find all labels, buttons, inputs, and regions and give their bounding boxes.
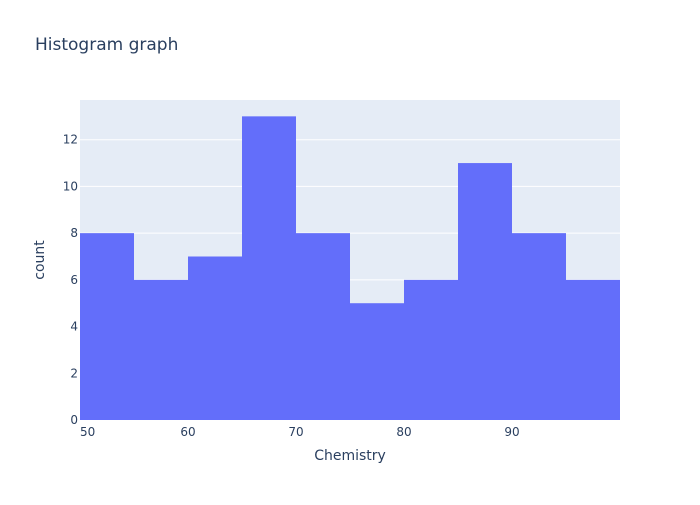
histogram-bar[interactable] (458, 163, 512, 421)
histogram-bar[interactable] (242, 116, 296, 420)
histogram-bar[interactable] (296, 233, 350, 420)
y-tick-label: 8 (70, 226, 78, 240)
x-tick-label: 90 (504, 425, 519, 439)
y-tick-label: 10 (63, 179, 78, 193)
histogram-bar[interactable] (512, 233, 566, 420)
bars (80, 116, 620, 421)
histogram-bar[interactable] (404, 279, 458, 420)
y-tick-label: 12 (63, 133, 78, 147)
x-tick-label: 50 (80, 425, 95, 439)
histogram-bar[interactable] (566, 279, 620, 420)
x-tick-label: 80 (396, 425, 411, 439)
y-tick-label: 4 (70, 320, 78, 334)
y-tick-label: 0 (70, 413, 78, 427)
chart-title: Histogram graph (35, 35, 178, 55)
y-tick-label: 2 (70, 366, 78, 380)
x-tick-label: 60 (180, 425, 195, 439)
y-tick-label: 6 (70, 273, 78, 287)
histogram-bar[interactable] (80, 233, 134, 420)
x-axis-title: Chemistry (314, 448, 386, 464)
y-axis-title: count (32, 240, 48, 280)
histogram-bar[interactable] (350, 303, 404, 420)
histogram-bar[interactable] (134, 279, 188, 420)
histogram-bar[interactable] (188, 256, 242, 420)
x-tick-label: 70 (288, 425, 303, 439)
x-axis-ticks: 50 60 70 80 90 (80, 425, 520, 439)
y-axis-ticks: 0 2 4 6 8 10 12 (63, 133, 78, 427)
